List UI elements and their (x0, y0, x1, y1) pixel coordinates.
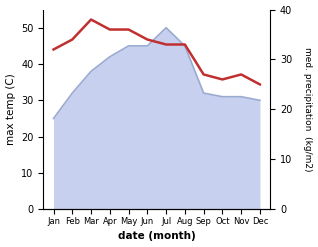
X-axis label: date (month): date (month) (118, 231, 196, 242)
Y-axis label: med. precipitation  (kg/m2): med. precipitation (kg/m2) (303, 47, 313, 172)
Y-axis label: max temp (C): max temp (C) (5, 74, 16, 145)
